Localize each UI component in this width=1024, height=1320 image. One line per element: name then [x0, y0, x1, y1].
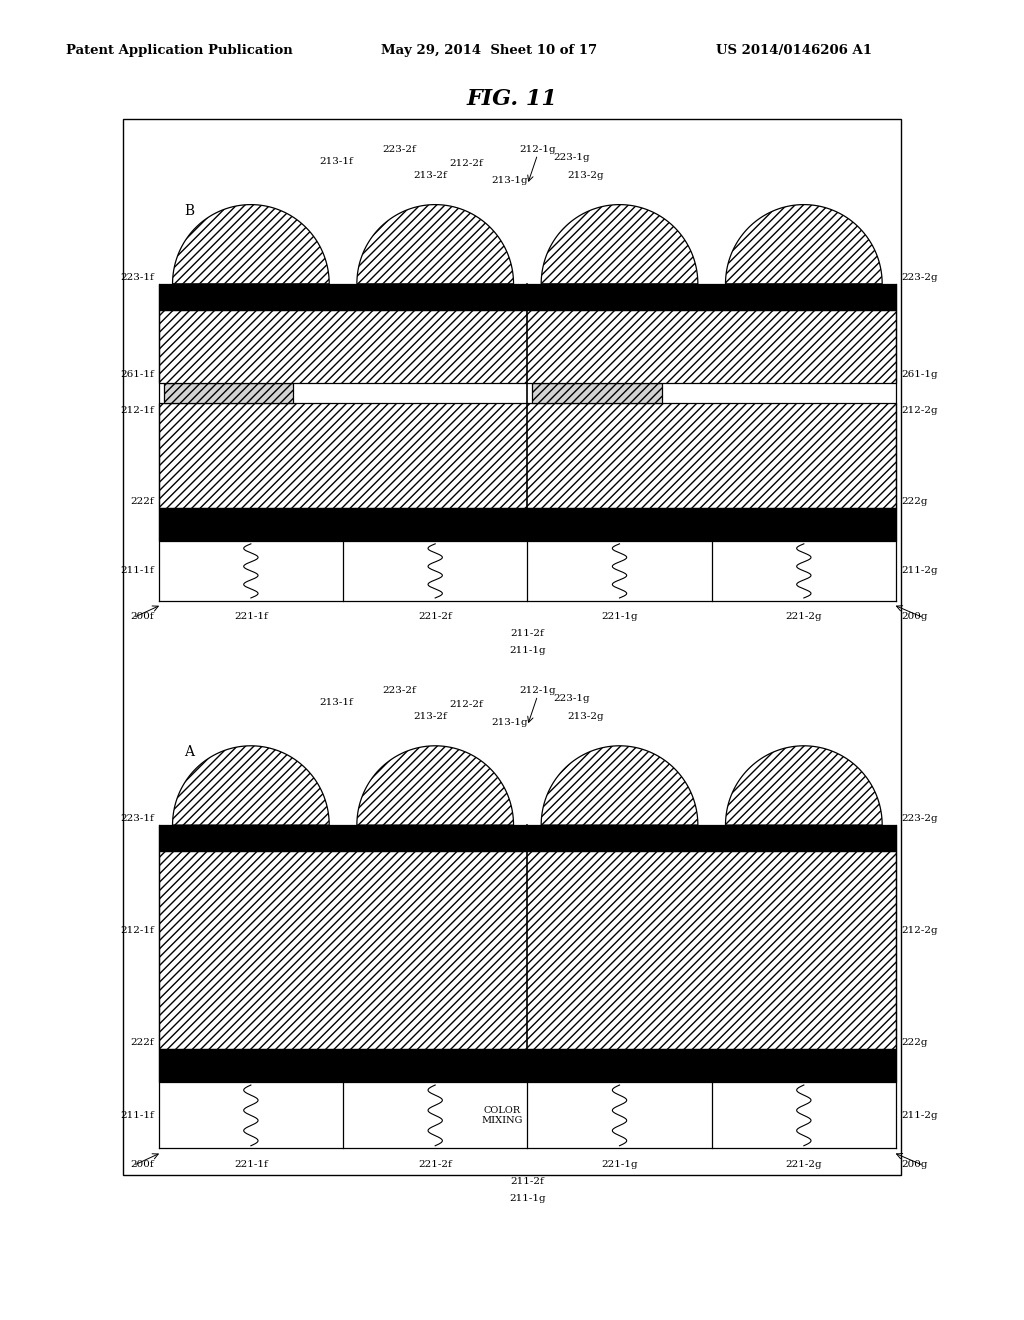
- Text: 221-1f: 221-1f: [234, 1160, 267, 1168]
- Text: 212-1g: 212-1g: [519, 686, 556, 694]
- Text: 212-1f: 212-1f: [120, 407, 154, 414]
- Text: 200g: 200g: [901, 612, 928, 620]
- Text: 223-2g: 223-2g: [901, 814, 938, 822]
- Text: 213-1f: 213-1f: [319, 698, 352, 706]
- Text: 222g: 222g: [901, 1039, 928, 1047]
- Text: 221-2g: 221-2g: [785, 612, 822, 620]
- Bar: [159, 1049, 896, 1082]
- Text: 211-2g: 211-2g: [901, 1111, 938, 1119]
- Text: 223-1g: 223-1g: [553, 694, 590, 702]
- Text: 223-2g: 223-2g: [901, 273, 938, 281]
- Text: 223-2f: 223-2f: [383, 145, 416, 153]
- Polygon shape: [172, 746, 330, 825]
- Text: 212-2f: 212-2f: [450, 160, 482, 168]
- Text: 212-1g: 212-1g: [519, 145, 556, 153]
- Text: 212-2f: 212-2f: [450, 701, 482, 709]
- Text: US 2014/0146206 A1: US 2014/0146206 A1: [716, 44, 871, 57]
- Polygon shape: [725, 205, 883, 284]
- Polygon shape: [541, 746, 698, 825]
- Text: 222f: 222f: [130, 498, 154, 506]
- Text: 200f: 200f: [130, 1160, 154, 1168]
- Text: 212-1f: 212-1f: [120, 927, 154, 935]
- Text: 221-2f: 221-2f: [419, 1160, 452, 1168]
- Bar: [159, 310, 896, 383]
- Text: 221-2f: 221-2f: [419, 612, 452, 620]
- Text: May 29, 2014  Sheet 10 of 17: May 29, 2014 Sheet 10 of 17: [381, 44, 598, 57]
- Text: 221-1g: 221-1g: [601, 612, 638, 620]
- Text: 211-1g: 211-1g: [509, 647, 546, 655]
- Text: 223-1f: 223-1f: [120, 273, 154, 281]
- Bar: [159, 825, 896, 851]
- Bar: [159, 284, 896, 310]
- Text: 261-1f: 261-1f: [120, 371, 154, 379]
- Text: 223-1f: 223-1f: [120, 814, 154, 822]
- Text: 213-2g: 213-2g: [567, 713, 604, 721]
- Text: 261-1g: 261-1g: [901, 371, 938, 379]
- Text: A: A: [184, 746, 195, 759]
- Polygon shape: [172, 205, 330, 284]
- Bar: [159, 851, 896, 1049]
- Text: 222g: 222g: [901, 498, 928, 506]
- Text: 213-2f: 213-2f: [414, 172, 446, 180]
- Polygon shape: [356, 205, 513, 284]
- Bar: [159, 508, 896, 541]
- Polygon shape: [725, 746, 883, 825]
- Text: FIG. 11: FIG. 11: [467, 88, 557, 110]
- Text: 213-1f: 213-1f: [319, 157, 352, 165]
- Text: 212-2g: 212-2g: [901, 927, 938, 935]
- Text: 211-2f: 211-2f: [511, 630, 544, 638]
- Bar: [164, 383, 293, 403]
- Text: 211-2g: 211-2g: [901, 566, 938, 576]
- Text: 200f: 200f: [130, 612, 154, 620]
- Text: 211-2f: 211-2f: [511, 1177, 544, 1185]
- Text: 213-2g: 213-2g: [567, 172, 604, 180]
- Text: B: B: [184, 205, 195, 218]
- Text: 213-1g: 213-1g: [492, 177, 528, 185]
- Text: 211-1g: 211-1g: [509, 1195, 546, 1203]
- Text: 221-1g: 221-1g: [601, 1160, 638, 1168]
- Text: 213-1g: 213-1g: [492, 718, 528, 726]
- Text: 223-2f: 223-2f: [383, 686, 416, 694]
- Text: 211-1f: 211-1f: [120, 566, 154, 576]
- Polygon shape: [541, 205, 698, 284]
- Bar: [123, 119, 901, 1175]
- Polygon shape: [356, 746, 513, 825]
- Text: 211-1f: 211-1f: [120, 1111, 154, 1119]
- Text: 221-1f: 221-1f: [234, 612, 267, 620]
- Text: 212-2g: 212-2g: [901, 407, 938, 414]
- Text: Patent Application Publication: Patent Application Publication: [66, 44, 293, 57]
- Text: 221-2g: 221-2g: [785, 1160, 822, 1168]
- Bar: [159, 403, 896, 508]
- Text: COLOR
MIXING: COLOR MIXING: [481, 1106, 522, 1125]
- Text: 222f: 222f: [130, 1039, 154, 1047]
- Bar: [532, 383, 662, 403]
- Text: 213-2f: 213-2f: [414, 713, 446, 721]
- Text: 223-1g: 223-1g: [553, 153, 590, 161]
- Text: 200g: 200g: [901, 1160, 928, 1168]
